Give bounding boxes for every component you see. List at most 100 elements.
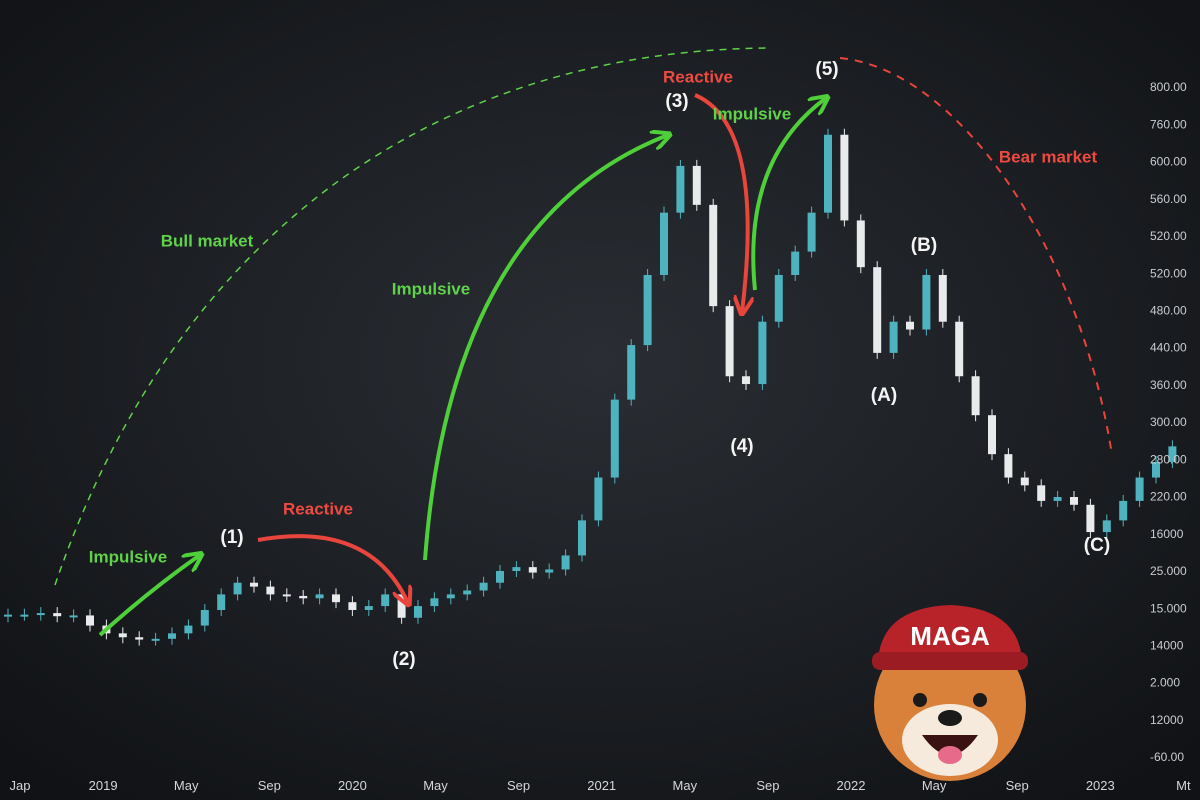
- candle: [53, 613, 62, 617]
- wave-label: (5): [815, 59, 838, 80]
- candle: [692, 165, 701, 205]
- x-axis-label: 2021: [587, 778, 616, 793]
- candle: [496, 571, 504, 583]
- y-axis-label: 15.000: [1150, 601, 1187, 615]
- wave-label: (3): [665, 91, 688, 112]
- candle: [610, 399, 619, 478]
- candle: [315, 594, 324, 599]
- candle: [36, 613, 45, 616]
- candle: [299, 595, 308, 599]
- candle: [86, 615, 94, 626]
- x-axis-label: Sep: [507, 778, 530, 793]
- candle: [742, 376, 750, 385]
- candle: [955, 321, 964, 377]
- candle: [446, 594, 455, 599]
- wave-label: (C): [1084, 535, 1110, 556]
- candle: [594, 477, 603, 521]
- candle: [774, 274, 783, 322]
- candle: [1168, 446, 1177, 462]
- logo-eye: [913, 693, 927, 707]
- y-axis-label: 25.000: [1150, 564, 1187, 578]
- candle: [807, 212, 816, 252]
- logo-eye: [973, 693, 987, 707]
- candle: [135, 637, 144, 640]
- annotation: Reactive: [283, 499, 353, 518]
- y-axis-label: 520.00: [1150, 266, 1187, 280]
- y-axis-label: -60.00: [1150, 750, 1184, 764]
- candle: [758, 321, 767, 385]
- candle: [168, 633, 176, 639]
- candle: [938, 274, 947, 322]
- candle: [348, 602, 357, 610]
- x-axis-label: 2019: [89, 778, 118, 793]
- candle: [217, 594, 226, 610]
- candle: [676, 165, 685, 213]
- logo-nose: [938, 710, 962, 726]
- x-axis-label: May: [423, 778, 448, 793]
- x-axis-label: 2023: [1086, 778, 1115, 793]
- x-axis-label: Jap: [10, 778, 31, 793]
- x-axis-label: Sep: [258, 778, 281, 793]
- y-axis-label: 16000: [1150, 527, 1184, 541]
- logo-mouth: [922, 735, 978, 755]
- candle: [1004, 454, 1013, 478]
- axes: 800.00 760.00 600.00 560.00 520.00 520.00 480.…: [10, 80, 1191, 793]
- candle: [988, 415, 996, 455]
- candle: [463, 590, 472, 595]
- candle: [479, 582, 488, 591]
- candle: [1037, 485, 1046, 501]
- candle: [545, 569, 554, 573]
- annotation: Impulsive: [392, 279, 470, 298]
- logo: MAGA: [872, 605, 1028, 781]
- x-axis-label: Mt: [1176, 778, 1191, 793]
- wave-label: (4): [730, 436, 753, 457]
- y-axis-label: 440.00: [1150, 341, 1187, 355]
- candles: [4, 128, 1177, 646]
- candle: [1102, 520, 1111, 533]
- y-axis-label: 760.00: [1150, 117, 1187, 131]
- y-axis-label: 480.00: [1150, 304, 1187, 318]
- candle: [4, 614, 12, 617]
- candle: [922, 274, 931, 330]
- bull-arc: [54, 47, 771, 586]
- logo-text: MAGA: [910, 621, 990, 651]
- logo-tongue: [938, 746, 962, 764]
- candle: [889, 321, 898, 353]
- candle: [430, 598, 439, 607]
- candle: [151, 638, 160, 641]
- candle: [20, 614, 29, 617]
- logo-cap: [878, 605, 1022, 660]
- wave-label: (A): [871, 385, 897, 406]
- arrow: [423, 135, 668, 561]
- arrow: [694, 93, 748, 312]
- arrow: [751, 98, 826, 291]
- candle: [709, 204, 718, 307]
- y-axis-label: 600.00: [1150, 155, 1187, 169]
- y-axis-label: 360.00: [1150, 378, 1187, 392]
- x-axis-label: May: [174, 778, 199, 793]
- annotation: Impulsive: [713, 104, 791, 123]
- y-axis-label: 12000: [1150, 713, 1184, 727]
- candle: [381, 594, 390, 607]
- candle: [1135, 477, 1144, 501]
- wave-label: (1): [220, 527, 243, 548]
- y-axis-label: 280.00: [1150, 452, 1187, 466]
- y-axis-label: 560.00: [1150, 192, 1187, 206]
- candle: [1119, 500, 1128, 521]
- candle: [725, 306, 734, 377]
- candle: [660, 212, 668, 275]
- candle: [512, 567, 521, 572]
- x-axis-label: May: [673, 778, 698, 793]
- candle: [1070, 497, 1078, 505]
- candle: [971, 376, 980, 416]
- annotation: Bull market: [161, 231, 254, 250]
- candle: [856, 220, 865, 268]
- y-axis-label: 220.00: [1150, 490, 1187, 504]
- candle: [414, 606, 422, 618]
- x-axis-label: 2022: [837, 778, 866, 793]
- candle: [561, 555, 570, 570]
- candle: [627, 345, 636, 400]
- candle: [233, 582, 242, 595]
- arrow: [257, 534, 408, 603]
